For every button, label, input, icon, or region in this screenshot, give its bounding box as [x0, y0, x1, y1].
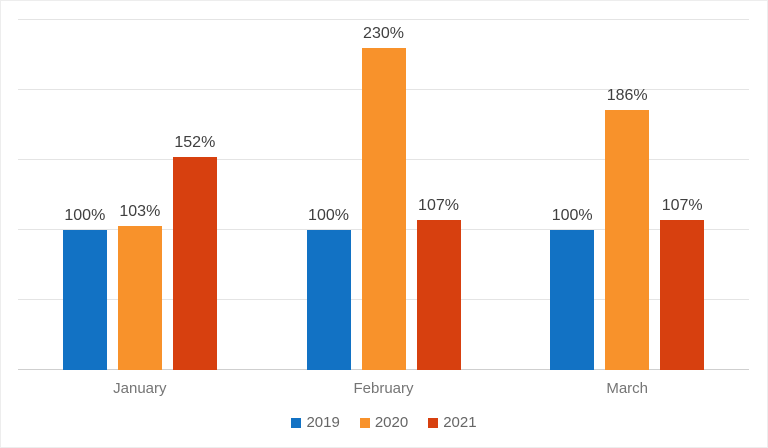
legend-swatch-icon	[359, 417, 370, 428]
data-label-2021-march: 107%	[661, 197, 703, 215]
legend-swatch-icon	[428, 417, 439, 428]
legend-swatch-icon	[291, 417, 302, 428]
x-axis-labels: January February March	[18, 380, 749, 397]
bar-group-february: 100% 230% 107%	[262, 25, 506, 370]
bar-2021-march: 107%	[660, 197, 705, 370]
gridline	[18, 19, 749, 20]
legend: 2019 2020 2021	[1, 414, 767, 431]
bar-groups: 100% 103% 152% 100% 230% 107% 100% 186% 107%	[18, 20, 749, 370]
bar-2019-february: 100%	[306, 207, 351, 370]
legend-label: 2021	[443, 414, 477, 431]
bar-2020-march: 186%	[605, 87, 650, 370]
data-label-2019-february: 100%	[308, 207, 349, 224]
data-label-2020-january: 103%	[119, 202, 161, 220]
data-label-2019-march: 100%	[551, 207, 593, 224]
data-label-2021-january: 152%	[174, 134, 216, 152]
legend-label: 2020	[374, 414, 409, 431]
legend-item-2021: 2021	[428, 414, 477, 431]
bar-2021-january: 152%	[172, 134, 217, 370]
category-label-february: February	[353, 380, 414, 397]
bar-group-march: 100% 186% 107%	[505, 87, 749, 370]
category-label-march: March	[606, 380, 649, 397]
legend-item-2020: 2020	[359, 414, 409, 431]
plot-area: 100% 103% 152% 100% 230% 107% 100% 186% 107%	[18, 19, 749, 370]
bar-group-january: 100% 103% 152%	[18, 134, 262, 370]
legend-item-2019: 2019	[291, 414, 340, 431]
bar-2021-february: 107%	[416, 197, 461, 370]
bar-2019-march: 100%	[550, 207, 595, 370]
data-label-2020-march: 186%	[606, 86, 648, 104]
data-label-2021-february: 107%	[418, 197, 459, 215]
bar-2019-january: 100%	[62, 207, 107, 370]
data-label-2020-february: 230%	[363, 25, 404, 42]
legend-label: 2019	[306, 414, 340, 431]
bar-2020-january: 103%	[117, 203, 162, 370]
bar-2020-february: 230%	[361, 25, 406, 370]
category-label-january: January	[113, 380, 167, 397]
data-label-2019-january: 100%	[64, 207, 106, 224]
